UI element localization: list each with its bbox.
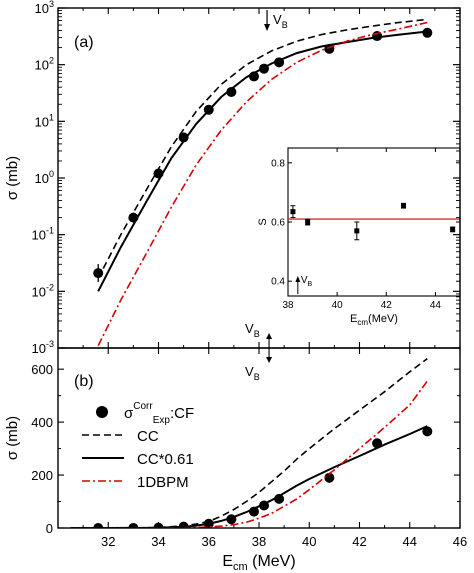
panel-a-ytick-label-0: 10-3 xyxy=(32,339,54,356)
panel-a-ytick-label-4: 101 xyxy=(35,112,54,129)
panel-a-vb-arrow-head xyxy=(264,24,271,31)
inset-point-3 xyxy=(400,203,406,209)
panel-b-xtick-label-3: 38 xyxy=(252,534,266,549)
panel-b-exp-point-11 xyxy=(422,426,433,437)
panel-a-line-cc061 xyxy=(97,30,428,292)
panel-a-ylabel: σ (mb) xyxy=(4,156,21,200)
legend-label-exp: σCorrExp:CF xyxy=(124,401,194,426)
legend-label-cc061: CC*0.61 xyxy=(137,451,194,468)
panel-b-label: (b) xyxy=(74,373,94,390)
panel-a-exp-point-11 xyxy=(422,27,433,38)
panel-b-xtick-label-7: 46 xyxy=(453,534,467,549)
legend-sup: Corr xyxy=(133,401,153,412)
panel-a-line-cc xyxy=(97,18,428,279)
panel-b-xtick-label-4: 40 xyxy=(302,534,316,549)
panel-b-ytick-label-0: 0 xyxy=(46,521,53,536)
panel-a-label: (a) xyxy=(74,34,94,51)
panel-b-ylabel: σ (mb) xyxy=(4,416,21,460)
inset-frame xyxy=(287,147,461,297)
panel-b-xtick-label-0: 32 xyxy=(101,534,115,549)
panel-b-vb-arrow-head-up xyxy=(266,333,273,339)
text-layer: 10-3 10-2 10-1 100 101 102 103 (a) σ (mb) VB 0 200 4… xyxy=(4,0,467,573)
panel-b-xtick-label-6: 44 xyxy=(403,534,417,549)
inset-xtick-label-3: 44 xyxy=(430,300,442,311)
panel-b-ytick-label-3: 600 xyxy=(31,362,53,377)
inset-point-1 xyxy=(305,219,311,225)
panel-a-ytick-label-6: 103 xyxy=(35,0,54,16)
legend-label-bpm: 1DBPM xyxy=(137,474,189,491)
inset-ytick-label-0: 0.4 xyxy=(271,277,285,288)
panel-a-exp-point-3 xyxy=(178,132,189,143)
inset-vb-arrow-head xyxy=(295,276,301,282)
inset-vb-label: VB xyxy=(301,275,313,288)
inset-ytick-label-1: 0.6 xyxy=(271,218,285,229)
panel-b-vb-label-top: VB xyxy=(245,321,260,339)
panel-b-xtick-label-5: 42 xyxy=(352,534,366,549)
inset-ytick-label-2: 0.8 xyxy=(271,158,285,169)
panel-b-line-bpm xyxy=(70,380,428,528)
inset-point-2 xyxy=(354,228,360,234)
panel-a-ytick-label-2: 10-1 xyxy=(32,226,54,243)
panel-b-exp-point-9 xyxy=(324,472,335,483)
panel-a-exp-point-5 xyxy=(226,86,237,97)
panel-b-ytick-label-2: 400 xyxy=(31,415,53,430)
inset-plot-area: 38 40 42 44 0.4 0.6 0.8 S Ecm(MeV) VB xyxy=(257,147,461,327)
panel-b-exp-point-0 xyxy=(93,523,104,528)
inset-xtick-label-2: 42 xyxy=(381,300,393,311)
panel-b-xtick-label-1: 34 xyxy=(151,534,165,549)
inset-xlabel: Ecm(MeV) xyxy=(350,313,398,327)
panel-a-vb-label: VB xyxy=(273,12,288,30)
panel-a-plot-area xyxy=(93,18,433,347)
panel-b-vb-arrow-head-down xyxy=(266,357,273,363)
axes-layer xyxy=(57,7,461,529)
panel-a-ytick-label-3: 100 xyxy=(35,169,54,186)
panel-a-ytick-label-1: 10-2 xyxy=(32,282,54,299)
inset-point-4 xyxy=(450,226,456,232)
panel-b-ytick-label-1: 200 xyxy=(31,468,53,483)
inset-xtick-label-0: 38 xyxy=(282,300,294,311)
inset-ylabel: S xyxy=(257,218,269,225)
inset-xtick-label-1: 40 xyxy=(332,300,344,311)
panel-b-plot-area xyxy=(70,357,433,528)
legend-label-cc: CC xyxy=(137,428,159,445)
panel-a-ytick-label-5: 102 xyxy=(35,56,54,73)
panel-b-xlabel: Ecm (MeV) xyxy=(222,553,295,573)
panel-b-vb-label-bottom: VB xyxy=(245,364,260,382)
panel-b-xtick-label-2: 36 xyxy=(202,534,216,549)
inset-point-0 xyxy=(290,209,296,215)
legend-marker-exp xyxy=(96,406,108,418)
